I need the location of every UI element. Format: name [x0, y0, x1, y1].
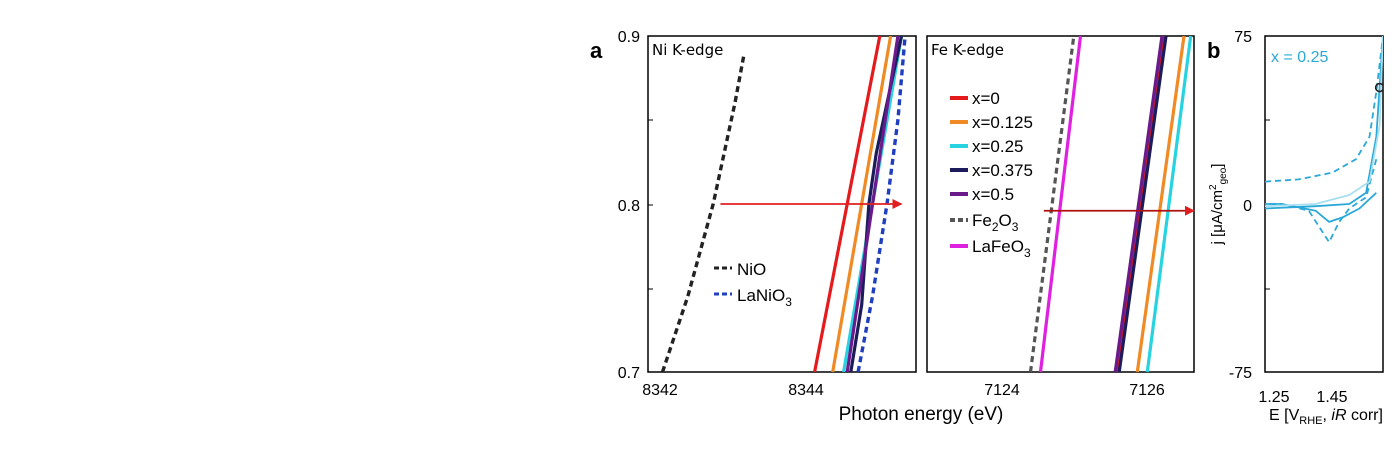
series-line-x-0-125 [1135, 36, 1186, 372]
b-y-tick-label: 0 [1243, 198, 1252, 215]
y-tick-label: 0.8 [618, 198, 640, 215]
series-line-fe2o3 [1028, 36, 1076, 372]
ni-title: Ni K-edge [652, 41, 723, 59]
legend-label: x=0.5 [972, 185, 1014, 204]
legend-label: x=0.375 [972, 161, 1033, 180]
b-y-axis-label: j [μA/cm2geo] [1208, 164, 1229, 246]
series-line-x-0-5 [1113, 36, 1164, 372]
b-series-group [1265, 36, 1383, 243]
legend-label: x=0.25 [972, 137, 1024, 156]
series-line-cycle-dashed [1265, 36, 1383, 183]
legend-nio-label: NiO [737, 260, 766, 279]
b-annotation: x = 0.25 [1271, 49, 1328, 66]
x-axis-label: Photon energy (eV) [839, 404, 1004, 425]
x-tick-label: 7124 [984, 382, 1020, 399]
fe-plot-frame [926, 35, 1195, 373]
b-y-tick-label: -75 [1229, 365, 1252, 382]
fe-title: Fe K-edge [931, 41, 1004, 59]
series-line-cycle-solid [1265, 36, 1383, 210]
series-line-nio [660, 52, 746, 372]
series-line-lafeo3 [1038, 36, 1083, 372]
legend-label-lafeo3: LaFeO3 [972, 237, 1031, 260]
y-tick-label: 0.7 [618, 365, 640, 382]
series-line-cycle-light [1265, 36, 1383, 208]
b-x-tick-label: 1.25 [1258, 389, 1289, 406]
x-tick-label: 8344 [788, 382, 824, 399]
legend-label: x=0 [972, 89, 1000, 108]
b-y-tick-label: 75 [1234, 29, 1252, 46]
ni-plot-frame [647, 35, 917, 373]
panel-b-label: b [1207, 38, 1220, 63]
x-tick-label: 7126 [1129, 382, 1165, 399]
series-line-x-0-375 [1117, 36, 1168, 372]
series-line-x-0 [1115, 36, 1166, 372]
b-x-axis-label: E [VRHE, iR corr] [1269, 407, 1383, 427]
legend-label: x=0.125 [972, 113, 1033, 132]
series-line-cycle-solid-return [1265, 192, 1377, 223]
series-line-x-0-25 [1145, 36, 1193, 372]
y-tick-label: 0.9 [618, 29, 640, 46]
b-open-circle-marker [1374, 82, 1383, 93]
arrows-group [720, 199, 1195, 216]
series-line-cycle-dashed-return [1265, 158, 1378, 243]
fe-series-group [1028, 36, 1193, 372]
legend-lanio3-label: LaNiO3 [737, 286, 792, 309]
b-x-tick-label: 1.45 [1316, 389, 1347, 406]
panel-a-label: a [590, 38, 603, 63]
x-tick-label: 8342 [642, 382, 678, 399]
legend-label-fe2o3: Fe2O3 [972, 211, 1019, 234]
fe-legend: x=0 x=0.125 x=0.25 x=0.375 x=0.5 Fe2O3 L… [950, 89, 1033, 260]
